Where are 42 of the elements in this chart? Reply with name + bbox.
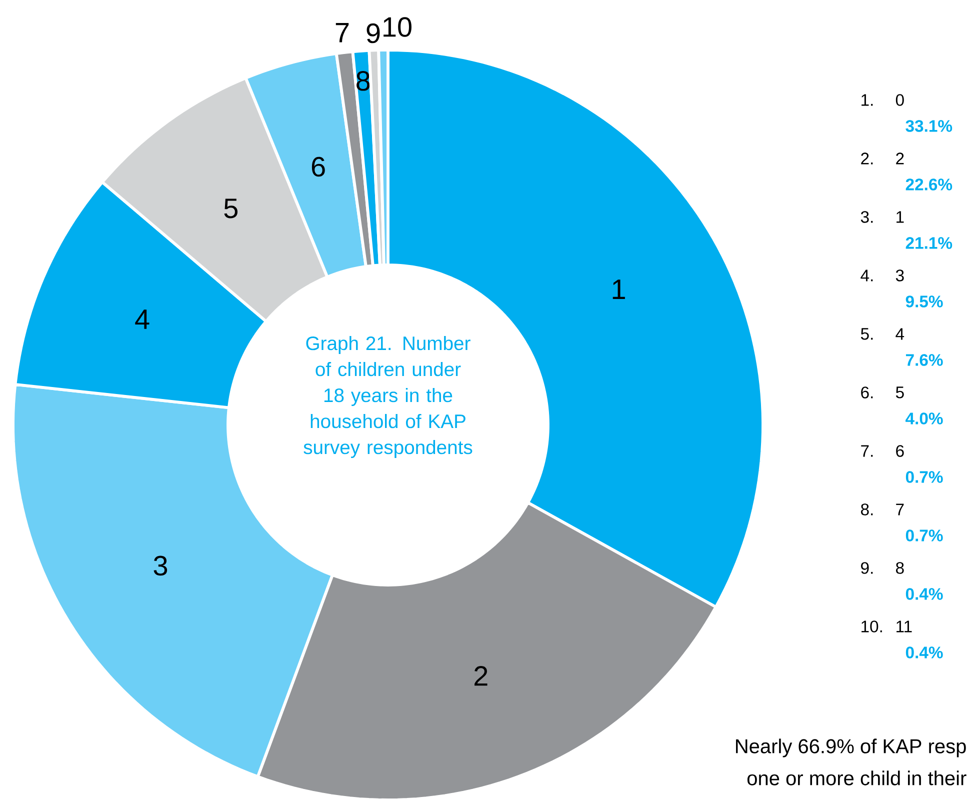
text: 3.: [860, 211, 873, 223]
text: 33.1%: [906, 120, 952, 132]
slice-label: 5: [224, 198, 238, 218]
text: 5: [896, 386, 904, 398]
text: 2: [896, 152, 904, 164]
text: 9.: [861, 562, 873, 574]
text: 1: [896, 211, 904, 223]
text: 0.7%: [906, 471, 943, 483]
text: 4.0%: [906, 412, 943, 424]
text: Nearly 66.9% of KAP resp: [736, 738, 966, 758]
text: 6.: [861, 386, 873, 398]
text: 4: [896, 328, 904, 340]
text: 21.1%: [906, 237, 952, 249]
text: 0.4%: [906, 588, 943, 600]
text: 0: [896, 94, 904, 106]
text: 7.: [861, 445, 873, 457]
text: 3: [896, 270, 904, 282]
text: 7: [896, 504, 904, 516]
slice-label: 1: [612, 280, 625, 299]
slice-label: 10: [384, 17, 412, 37]
text: 10.: [862, 620, 882, 632]
text: 2.: [861, 152, 873, 164]
text: 4.: [860, 270, 873, 282]
text: Graph 21. Number of children under 18 years in the household of KAP survey respondents: [304, 336, 472, 458]
text: 8: [896, 562, 904, 574]
slice-label: 9: [366, 23, 380, 44]
text: 22.6%: [906, 178, 952, 190]
slice-label: 3: [154, 556, 168, 576]
text: 11: [896, 620, 912, 632]
slice-label: 2: [474, 666, 488, 686]
text: 8.: [861, 504, 873, 516]
text: 6: [896, 445, 904, 457]
slice-label: 6: [312, 156, 325, 177]
slice-label: 4: [135, 310, 150, 329]
text: one or more child in their: [747, 770, 966, 786]
text: 1.: [862, 94, 873, 106]
slice-label: 7: [336, 23, 349, 42]
text: 7.6%: [906, 354, 943, 366]
text: 5.: [860, 328, 873, 340]
text: 9.5%: [906, 296, 943, 308]
text: 0.7%: [906, 530, 943, 542]
text: 0.4%: [906, 646, 943, 658]
